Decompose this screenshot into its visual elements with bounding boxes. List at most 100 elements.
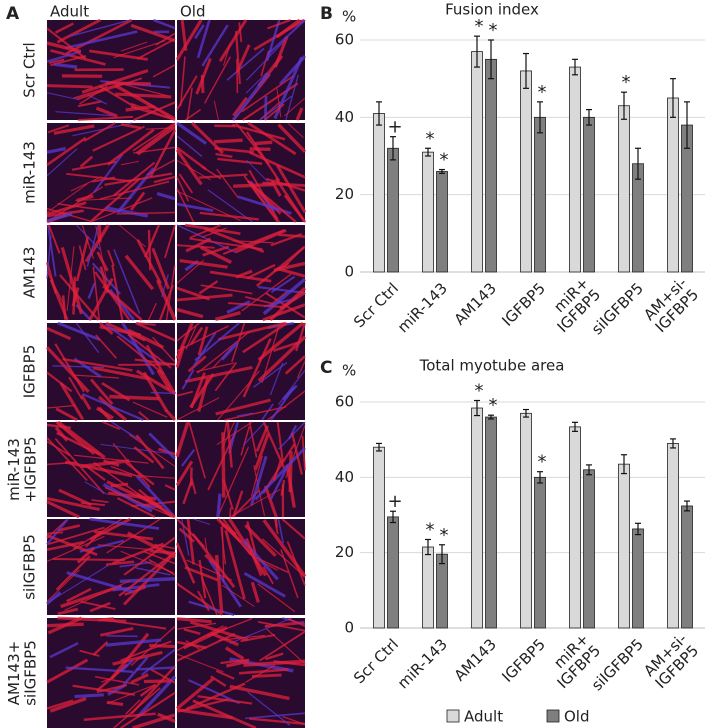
x-tick-label: siIGFBP5 <box>588 635 647 694</box>
bar <box>387 147 399 273</box>
row-label: IGFBP5 <box>21 345 39 399</box>
y-tick-label: 60 <box>335 393 354 411</box>
fiber <box>242 338 272 398</box>
x-tick-label: siIGFBP5 <box>588 279 647 338</box>
fiber <box>201 577 218 616</box>
fiber <box>46 535 105 562</box>
fiber <box>270 233 303 247</box>
fiber <box>138 411 150 421</box>
fiber <box>152 64 176 78</box>
fiber <box>224 406 287 421</box>
fiber <box>269 468 288 500</box>
fiber <box>153 175 176 184</box>
micrograph <box>175 421 307 518</box>
fiber <box>206 617 253 637</box>
fiber <box>253 555 289 574</box>
fiber <box>274 518 278 528</box>
fiber <box>222 421 228 442</box>
fiber <box>46 437 88 482</box>
bar <box>422 546 434 629</box>
fiber <box>66 571 134 594</box>
fiber <box>189 620 249 642</box>
fiber <box>257 321 305 362</box>
micrograph <box>46 517 177 616</box>
fiber <box>183 628 201 636</box>
fiber <box>215 669 235 680</box>
fiber <box>232 490 244 518</box>
fiber <box>275 18 301 39</box>
fiber <box>176 259 205 284</box>
fiber <box>88 277 114 321</box>
fiber <box>176 708 234 720</box>
significance-mark: * <box>426 519 435 540</box>
legend-label: Old <box>564 708 590 726</box>
fiber <box>64 460 133 478</box>
fiber <box>220 658 250 665</box>
fiber <box>201 166 222 180</box>
fiber <box>216 421 253 446</box>
error-bar <box>488 414 494 420</box>
y-tick-label: 0 <box>344 619 354 637</box>
micrograph <box>46 122 177 224</box>
fiber <box>231 72 270 121</box>
legend-swatch <box>446 709 460 723</box>
bar <box>485 58 497 273</box>
fiber <box>235 269 253 279</box>
fiber <box>101 618 167 630</box>
fiber <box>241 75 294 113</box>
fiber <box>175 677 215 710</box>
fiber <box>77 77 143 101</box>
bar <box>485 416 497 629</box>
fiber <box>179 56 186 107</box>
error-bar <box>439 544 445 565</box>
bar <box>436 171 448 273</box>
fiber <box>57 203 116 213</box>
fiber <box>139 683 157 697</box>
fiber <box>136 322 156 326</box>
fiber <box>59 274 100 321</box>
y-tick-label: 40 <box>335 108 354 126</box>
significance-mark: * <box>440 150 449 171</box>
fiber <box>59 382 85 421</box>
fiber <box>135 567 171 576</box>
fiber <box>245 296 274 305</box>
fiber <box>197 326 209 356</box>
bar <box>436 553 448 629</box>
fiber <box>135 321 176 342</box>
fiber <box>46 146 66 154</box>
fiber <box>238 22 243 43</box>
fiber <box>46 404 76 409</box>
fiber <box>246 263 276 280</box>
bar <box>667 443 679 629</box>
fiber <box>176 293 233 302</box>
fiber <box>295 107 304 121</box>
fiber <box>276 164 307 214</box>
significance-mark: * <box>489 395 498 416</box>
fiber <box>92 125 145 152</box>
error-bar <box>572 421 578 432</box>
fiber <box>130 673 149 685</box>
fiber <box>262 303 306 322</box>
fiber <box>149 129 177 178</box>
fiber <box>130 105 176 121</box>
bar <box>373 446 385 629</box>
micrograph <box>45 321 177 422</box>
fiber <box>46 591 62 605</box>
fiber <box>95 334 117 359</box>
chart-title: Fusion index <box>445 1 539 19</box>
fiber <box>176 135 203 157</box>
fiber <box>148 558 176 576</box>
fiber <box>150 391 176 395</box>
x-tick-label: miR-143 <box>394 279 451 336</box>
fiber <box>259 630 306 662</box>
fiber <box>98 406 112 422</box>
error-bar <box>635 522 641 536</box>
fiber <box>286 541 306 586</box>
fiber <box>181 448 196 467</box>
fiber <box>75 224 102 251</box>
fiber <box>151 247 170 290</box>
fiber <box>72 518 123 550</box>
fiber <box>145 344 177 395</box>
fiber <box>229 507 232 518</box>
fiber <box>57 524 81 532</box>
